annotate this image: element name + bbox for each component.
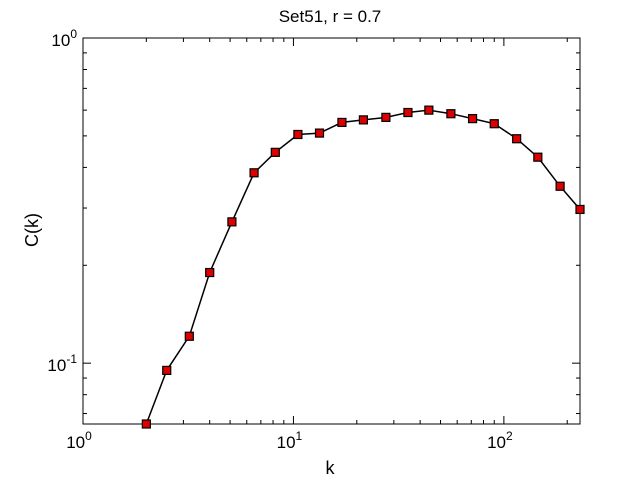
data-point [533, 152, 543, 162]
x-axis-label: k [326, 458, 336, 478]
data-point [162, 365, 172, 376]
y-axis: 10-1 100 [47, 27, 580, 415]
y-tick-label: 10-1 [47, 352, 77, 375]
x-tick-label: 101 [277, 429, 303, 452]
data-point [141, 419, 151, 429]
data-point [337, 117, 347, 128]
plot-border [82, 37, 581, 425]
x-tick-label: 102 [487, 429, 513, 452]
data-point [512, 134, 522, 144]
data-point [184, 331, 194, 341]
data-point [403, 107, 413, 118]
x-axis: 100 101 102 [66, 38, 568, 452]
series-layer [141, 105, 585, 429]
data-point [358, 115, 368, 125]
x-tick-label: 100 [66, 429, 92, 452]
data-point [227, 217, 237, 227]
data-point [555, 181, 565, 191]
data-point [575, 204, 585, 215]
data-point [446, 109, 456, 119]
y-axis-label: C(k) [22, 213, 42, 247]
data-point [424, 105, 434, 115]
data-point [205, 267, 215, 278]
data-point [467, 114, 478, 124]
data-point [489, 119, 499, 129]
data-point [270, 147, 280, 157]
data-point [249, 168, 259, 178]
data-point [381, 112, 391, 122]
plot-area [82, 37, 581, 425]
y-tick-label: 100 [51, 27, 77, 50]
data-point [293, 129, 303, 140]
data-point [314, 128, 325, 138]
chart-title: Set51, r = 0.7 [279, 7, 382, 26]
